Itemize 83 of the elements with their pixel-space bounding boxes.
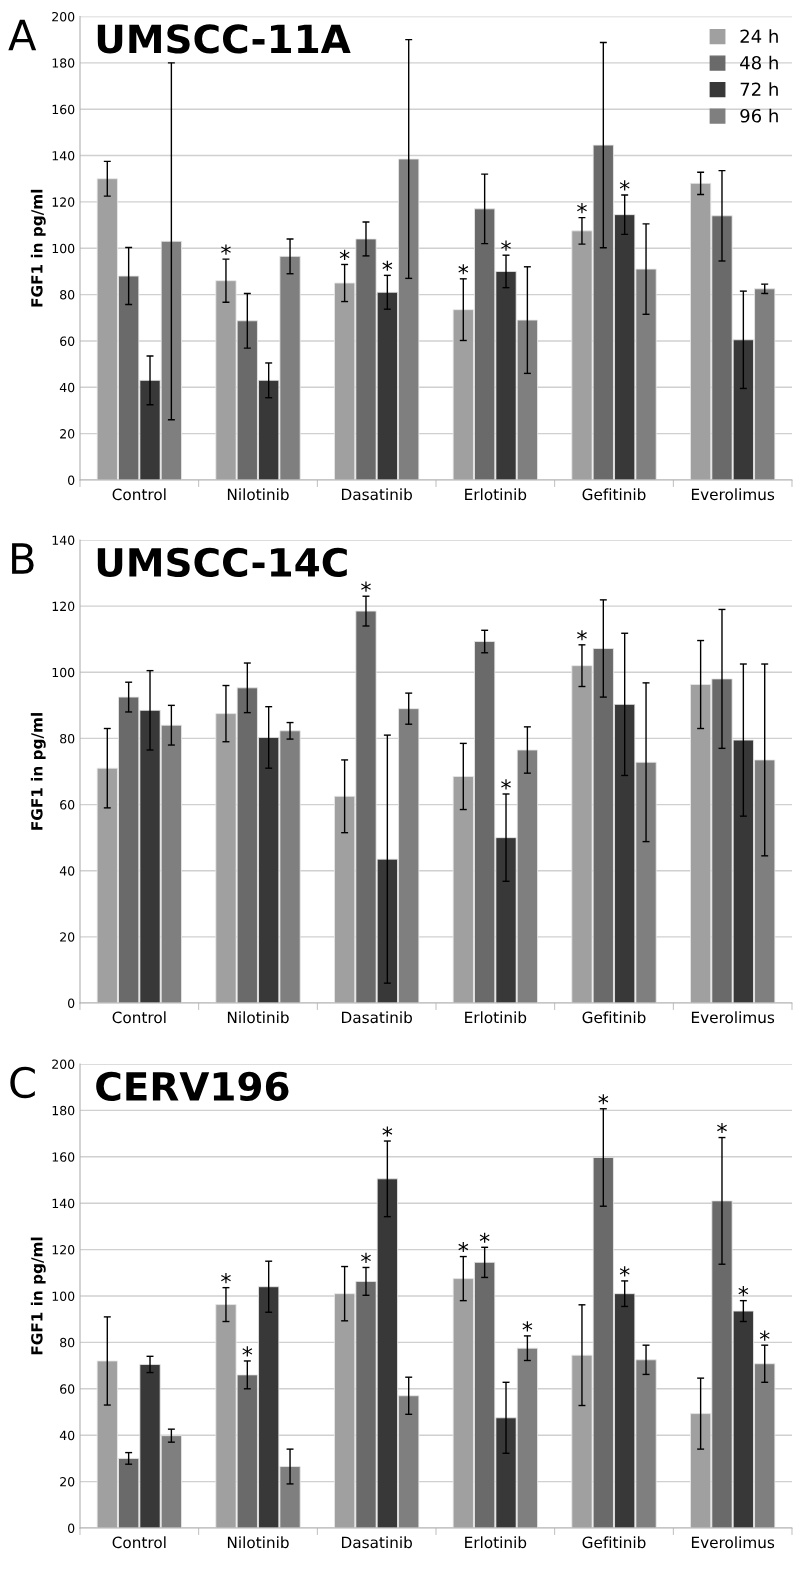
x-tick-label: Nilotinib [227,1011,289,1024]
y-axis-title: FGF1 in pg/ml [30,189,46,307]
y-tick-label: 120 [52,1245,75,1255]
data-label: * [577,203,587,214]
x-tick-label: Control [112,488,166,501]
y-tick-label: 100 [52,1291,75,1301]
data-label: * [717,1122,727,1134]
x-tick-label: Gefitinib [582,1011,646,1024]
x-tick-label: Control [112,1011,166,1024]
y-tick-label: 140 [52,151,75,161]
y-tick-label: 200 [52,1059,75,1069]
data-label: * [479,1232,490,1243]
chart-title: CERV196 [96,1071,289,1102]
data-label: * [738,1286,749,1297]
y-tick-label: 20 [60,1477,75,1487]
y-tick-label: 0 [68,475,75,485]
y-axis-title: FGF1 in pg/ml [30,1237,46,1355]
x-tick-label: Gefitinib [582,1536,646,1549]
x-tick-label: Dasatinib [342,1011,412,1024]
y-tick-label: 80 [60,1337,75,1348]
data-label: * [577,630,587,641]
data-label: * [501,240,511,251]
data-label: * [361,581,371,592]
legend-label: 24 h [740,29,778,43]
y-tick-label: 60 [60,336,75,346]
data-label: * [619,1266,630,1277]
y-tick-label: 200 [52,11,75,22]
x-tick-label: Erlotinib [465,1536,527,1549]
x-tick-label: Dasatinib [342,1536,412,1549]
text: B [12,543,34,574]
y-tick-label: 60 [60,800,75,810]
y-tick-label: 100 [52,667,75,678]
x-tick-label: Everolimus [691,1536,775,1549]
data-label: * [458,1241,469,1253]
y-tick-label: 140 [52,535,75,545]
y-tick-label: 80 [60,290,75,300]
y-axis-title: FGF1 in pg/ml [30,713,46,830]
x-tick-label: Dasatinib [342,488,412,501]
text: A [8,19,37,51]
y-tick-label: 160 [52,104,75,115]
y-tick-label: 40 [59,866,75,876]
y-tick-label: 40 [59,1430,75,1441]
data-label: * [759,1330,770,1341]
data-label: * [458,264,469,275]
data-label: * [382,1126,393,1137]
y-tick-label: 0 [68,998,75,1008]
text: C [10,1066,35,1099]
y-tick-label: 20 [60,429,75,439]
legend-label: 96 h [740,108,778,123]
y-tick-label: 140 [52,1198,75,1209]
data-label: * [361,1252,371,1263]
data-label: * [242,1346,253,1357]
y-tick-label: 120 [52,601,75,612]
data-label: * [339,249,350,260]
x-tick-label: Everolimus [691,488,775,501]
data-label: * [501,779,511,790]
y-tick-label: 0 [68,1523,75,1533]
x-tick-label: Everolimus [691,1011,775,1024]
chart-title: UMSCC-11A [97,24,351,54]
data-label: * [221,1273,231,1284]
y-tick-label: 180 [52,58,75,68]
data-label: * [221,244,231,255]
data-label: * [522,1321,533,1332]
y-tick-label: 100 [52,243,75,254]
y-tick-label: 20 [60,932,75,942]
data-label: * [382,260,393,271]
x-tick-label: Gefitinib [582,488,646,501]
legend-label: 72 h [740,82,778,96]
y-tick-label: 180 [52,1105,75,1116]
y-tick-label: 40 [59,382,75,393]
x-tick-label: Nilotinib [227,1536,289,1549]
y-tick-label: 80 [60,733,75,744]
x-tick-label: Erlotinib [465,488,527,501]
x-tick-label: Erlotinib [465,1011,527,1024]
data-label: * [619,180,630,191]
y-tick-label: 60 [60,1384,75,1394]
data-label: * [598,1094,609,1105]
y-tick-label: 160 [52,1152,75,1162]
x-tick-label: Control [112,1536,166,1549]
x-tick-label: Nilotinib [227,488,289,501]
y-tick-label: 120 [52,197,75,207]
legend-label: 48 h [740,55,778,70]
chart-title: UMSCC-14C [97,547,347,578]
